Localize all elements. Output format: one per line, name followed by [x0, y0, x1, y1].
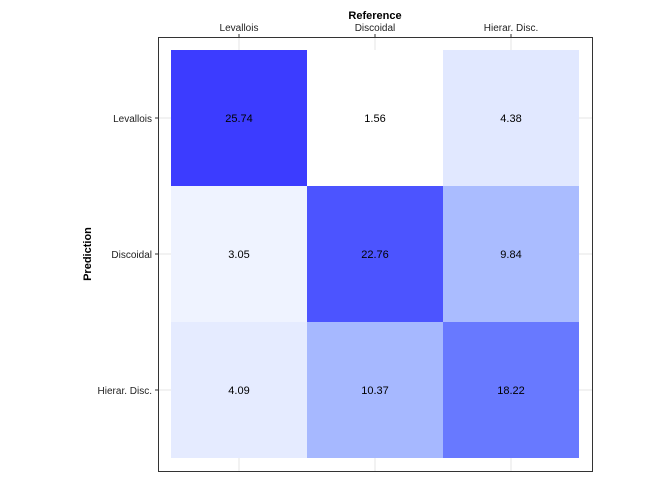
cell-value-label: 22.76 [361, 249, 389, 261]
heatmap-cell [307, 322, 443, 458]
heatmap-cell [443, 50, 579, 186]
cell-value-label: 25.74 [225, 113, 253, 125]
y-tick-label: Hierar. Disc. [98, 386, 152, 397]
heatmap-cells [171, 50, 579, 458]
cell-value-label: 9.84 [500, 249, 521, 261]
heatmap-cell [307, 186, 443, 322]
cell-value-label: 4.09 [228, 385, 249, 397]
x-tick-label: Levallois [220, 23, 259, 34]
heatmap-cell [171, 186, 307, 322]
x-tick-labels: Levallois Discoidal Hierar. Disc. [220, 23, 538, 37]
x-tick-label: Hierar. Disc. [484, 23, 538, 34]
y-tick-label: Levallois [113, 114, 152, 125]
y-tick-label: Discoidal [111, 250, 152, 261]
y-tick-labels: Levallois Discoidal Hierar. Disc. [98, 114, 158, 397]
y-axis-title: Prediction [82, 227, 94, 281]
heatmap-cell [171, 322, 307, 458]
cell-value-label: 10.37 [361, 385, 389, 397]
cell-value-label: 18.22 [497, 385, 525, 397]
cell-value-label: 4.38 [500, 113, 521, 125]
x-tick-label: Discoidal [355, 23, 396, 34]
cell-labels: 25.74 1.56 4.38 3.05 22.76 9.84 4.09 10.37 18.22 [225, 113, 525, 397]
heatmap-cell [307, 50, 443, 186]
heatmap-cell [443, 322, 579, 458]
cell-value-label: 3.05 [228, 249, 249, 261]
heatmap-cell [171, 50, 307, 186]
heatmap-cell [443, 186, 579, 322]
x-axis-title: Reference [348, 10, 401, 22]
panel-border [158, 37, 593, 472]
cell-value-label: 1.56 [364, 113, 385, 125]
